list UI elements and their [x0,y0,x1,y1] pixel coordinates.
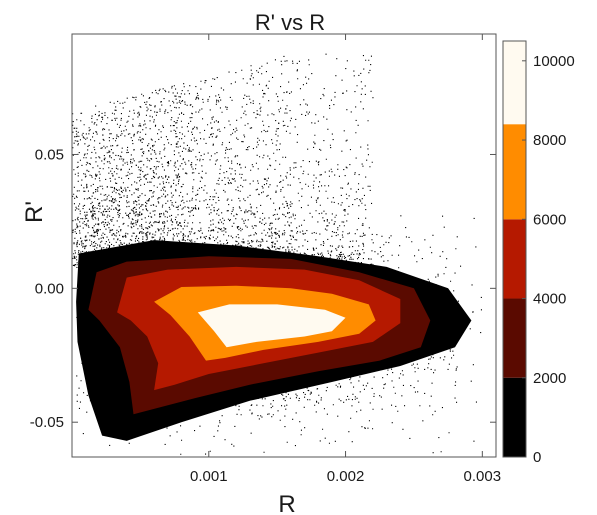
plot-area: 0.001 0.002 0.003 0.05 0.00 -0.05 [30,33,501,485]
x-axis-label: R [278,491,295,515]
x-tick-label: 0.001 [190,468,228,485]
y-tick-label: 0.05 [35,146,64,163]
colorbar-band [503,124,526,220]
colorbar-tick-label: 0 [533,449,541,466]
x-tick-label: 0.002 [327,468,365,485]
colorbar-band [503,219,526,299]
y-ticks: 0.05 0.00 -0.05 [30,146,496,431]
colorbar-tick-label: 8000 [533,132,566,149]
x-ticks: 0.001 0.002 0.003 [190,34,501,485]
colorbar-tick-label: 6000 [533,211,566,228]
colorbar-band [503,377,526,457]
chart-title: R' vs R [255,10,325,35]
colorbar-band [503,298,526,378]
x-tick-label: 0.003 [464,468,502,485]
colorbar: 0 2000 4000 6000 8000 10000 [502,40,575,466]
plot-frame [71,33,497,458]
colorbar-tick-label: 10000 [533,53,575,70]
density-contours [88,256,431,415]
colorbar-tick-label: 2000 [533,370,566,387]
y-axis-label: R' [21,201,48,223]
colorbar-tick-label: 4000 [533,291,566,308]
colorbar-frame [502,40,527,458]
y-tick-label: 0.00 [35,280,64,297]
colorbar-band [503,41,526,125]
contour-band-8400 [197,304,346,348]
y-tick-label: -0.05 [30,414,64,431]
